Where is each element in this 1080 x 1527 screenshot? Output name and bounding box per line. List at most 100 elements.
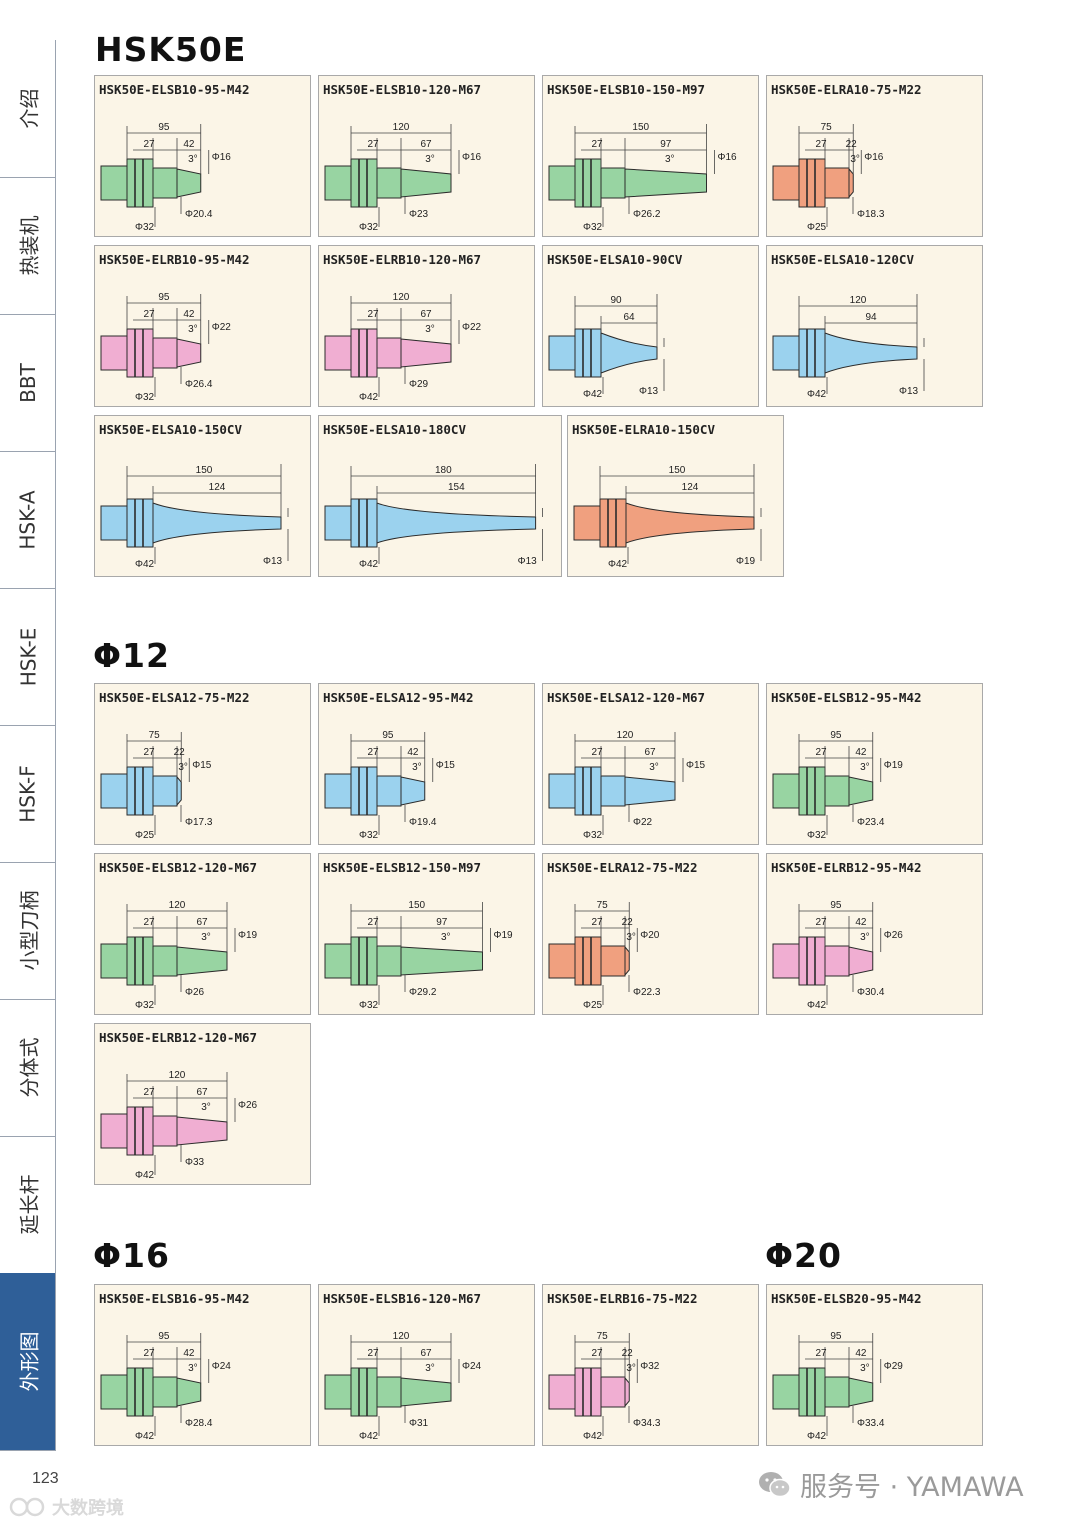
side-tab-hsk-a[interactable]: HSK-A: [0, 451, 56, 589]
side-tab-split[interactable]: 分体式: [0, 999, 56, 1137]
tool-card[interactable]: HSK50E-ELRB16-75-M22 75 27 22 3° Φ32 Φ34.3 Φ42: [542, 1284, 759, 1446]
tool-card[interactable]: HSK50E-ELSB10-120-M67 120 27 67 3° Φ16 Φ23 Φ32: [318, 75, 535, 237]
dim-base-diameter: Φ26: [185, 987, 205, 998]
hsk-shank-body: [548, 943, 576, 979]
tool-card[interactable]: HSK50E-ELSA12-75-M22 75 27 22 3° Φ15 Φ17.3 Φ25: [94, 683, 311, 845]
dim-total-length: 150: [196, 465, 213, 476]
tapered-nose: [624, 945, 630, 977]
tool-card[interactable]: HSK50E-ELSA10-120CV 120 94 Φ13 Φ42: [766, 245, 983, 407]
dim-taper-angle: 3°: [188, 324, 198, 335]
side-tab-label: 外形图: [17, 1331, 42, 1392]
tapered-nose: [400, 338, 452, 368]
tool-card[interactable]: HSK50E-ELSB12-150-M97 150 27 97 3° Φ19 Φ29.2 Φ3…: [318, 853, 535, 1015]
tool-model-name: HSK50E-ELRB10-120-M67: [323, 252, 482, 267]
hsk-shank-body: [100, 943, 128, 979]
tool-model-name: HSK50E-ELRB16-75-M22: [547, 1291, 698, 1306]
tool-card[interactable]: HSK50E-ELSA12-95-M42 95 27 42 3° Φ15 Φ19.4 Φ32: [318, 683, 535, 845]
tool-flange: [574, 766, 602, 816]
tool-card[interactable]: HSK50E-ELSB10-95-M42 95 27 42 3° Φ16 Φ20.4 Φ32: [94, 75, 311, 237]
tool-neck: [600, 775, 626, 807]
tool-card[interactable]: HSK50E-ELSB16-95-M42 95 27 42 3° Φ24 Φ28.4 Φ42: [94, 1284, 311, 1446]
tool-neck: [152, 1376, 178, 1408]
dim-tip-diameter: Φ16: [864, 152, 884, 163]
tool-card[interactable]: HSK50E-ELRB12-95-M42 95 27 42 3° Φ26 Φ30.4 Φ42: [766, 853, 983, 1015]
tool-neck: [152, 1115, 178, 1147]
dim-nose-length: 42: [183, 139, 195, 150]
dim-tip-diameter: Φ19: [736, 556, 756, 567]
tool-flange: [126, 766, 154, 816]
tool-model-name: HSK50E-ELSB12-150-M97: [323, 860, 482, 875]
hsk-shank-body: [772, 165, 800, 201]
tool-card[interactable]: HSK50E-ELRA12-75-M22 75 27 22 3° Φ20 Φ22.3 Φ25: [542, 853, 759, 1015]
dim-body-length: 124: [682, 482, 699, 493]
tool-card[interactable]: HSK50E-ELSB10-150-M97 150 27 97 3° Φ16 Φ26.2 Φ3…: [542, 75, 759, 237]
tool-card[interactable]: HSK50E-ELSB20-95-M42 95 27 42 3° Φ29 Φ33.4 Φ42: [766, 1284, 983, 1446]
hsk-shank-body: [100, 1374, 128, 1410]
tapered-nose: [176, 775, 182, 807]
footer-brand: 服务号 · YAMAWA: [758, 1465, 1024, 1504]
tool-flange: [350, 328, 378, 378]
side-tab-shrink-machine[interactable]: 热装机: [0, 177, 56, 315]
side-tab-hsk-f[interactable]: HSK-F: [0, 725, 56, 863]
side-tab-extension[interactable]: 延长杆: [0, 1136, 56, 1274]
tool-card[interactable]: HSK50E-ELRB10-120-M67 120 27 67 3° Φ22 Φ29 Φ42: [318, 245, 535, 407]
tool-card[interactable]: HSK50E-ELRA10-75-M22 75 27 22 3° Φ16 Φ18.3 Φ25: [766, 75, 983, 237]
tapered-cv-body: [152, 502, 282, 544]
watermark-logo-icon: [9, 1497, 45, 1517]
tool-flange: [798, 328, 826, 378]
side-tab-bbt[interactable]: BBT: [0, 314, 56, 452]
dim-nose-length: 42: [183, 1348, 195, 1359]
dim-total-length: 150: [632, 122, 649, 133]
dim-taper-angle: 3°: [860, 932, 870, 943]
tool-card[interactable]: HSK50E-ELSB12-95-M42 95 27 42 3° Φ19 Φ23.4 Φ32: [766, 683, 983, 845]
tool-card[interactable]: HSK50E-ELSA10-180CV 180 154 Φ13 Φ42: [318, 415, 562, 577]
tool-card[interactable]: HSK50E-ELRB10-95-M42 95 27 42 3° Φ22 Φ26.4 Φ32: [94, 245, 311, 407]
tool-outline-diagram: 150 27 97 3° Φ16 Φ26.2 Φ32: [548, 122, 737, 233]
dim-step-length: 27: [367, 917, 379, 928]
tool-model-name: HSK50E-ELSA10-180CV: [323, 422, 466, 437]
side-tab-small-holder[interactable]: 小型刀柄: [0, 862, 56, 1000]
dim-taper-angle: 3°: [425, 1363, 435, 1374]
tapered-nose: [848, 946, 874, 976]
hsk-shank-body: [548, 773, 576, 809]
tool-neck: [824, 1376, 850, 1408]
hsk-shank-body: [100, 335, 128, 371]
side-tab-label: 分体式: [17, 1037, 42, 1098]
tool-card[interactable]: HSK50E-ELSA10-90CV 90 64 Φ13 Φ42: [542, 245, 759, 407]
tool-model-name: HSK50E-ELSB12-120-M67: [99, 860, 258, 875]
tool-model-name: HSK50E-ELSB10-120-M67: [323, 82, 482, 97]
tool-card[interactable]: HSK50E-ELSB12-120-M67 120 27 67 3° Φ19 Φ26 Φ32: [94, 853, 311, 1015]
tool-card[interactable]: HSK50E-ELRB12-120-M67 120 27 67 3° Φ26 Φ33 Φ42: [94, 1023, 311, 1185]
tool-card[interactable]: HSK50E-ELSB16-120-M67 120 27 67 3° Φ24 Φ31 Φ42: [318, 1284, 535, 1446]
tool-model-name: HSK50E-ELSB10-150-M97: [547, 82, 706, 97]
tool-flange: [574, 936, 602, 986]
tool-neck: [824, 775, 850, 807]
hsk-shank-body: [772, 943, 800, 979]
tool-flange: [126, 498, 154, 548]
side-tab-label: HSK-E: [16, 627, 41, 686]
tool-card[interactable]: HSK50E-ELSA12-120-M67 120 27 67 3° Φ15 Φ22 Φ32: [542, 683, 759, 845]
section-title-phi20: Φ20: [765, 1236, 842, 1275]
hsk-shank-body: [548, 335, 576, 371]
dim-body-length: 154: [448, 482, 465, 493]
tool-flange: [126, 1106, 154, 1156]
side-tab-outline-drawing[interactable]: 外形图: [0, 1273, 56, 1451]
dim-base-diameter: Φ23: [409, 209, 429, 220]
side-tab-intro[interactable]: 介绍: [0, 40, 56, 178]
tool-flange: [350, 498, 378, 548]
dim-tip-diameter: Φ20: [640, 930, 660, 941]
hsk-shank-body: [324, 943, 352, 979]
dim-tip-diameter: Φ15: [436, 760, 456, 771]
tool-model-name: HSK50E-ELRB10-95-M42: [99, 252, 250, 267]
tool-outline-diagram: 180 154 Φ13 Φ42: [324, 464, 544, 570]
side-tab-hsk-e[interactable]: HSK-E: [0, 588, 56, 726]
dim-total-length: 120: [393, 292, 410, 303]
dim-base-diameter: Φ19.4: [409, 817, 437, 828]
tool-card[interactable]: HSK50E-ELSA10-150CV 150 124 Φ13 Φ42: [94, 415, 311, 577]
tool-card[interactable]: HSK50E-ELRA10-150CV 150 124 Φ19 Φ42: [567, 415, 784, 577]
tool-neck: [152, 775, 178, 807]
